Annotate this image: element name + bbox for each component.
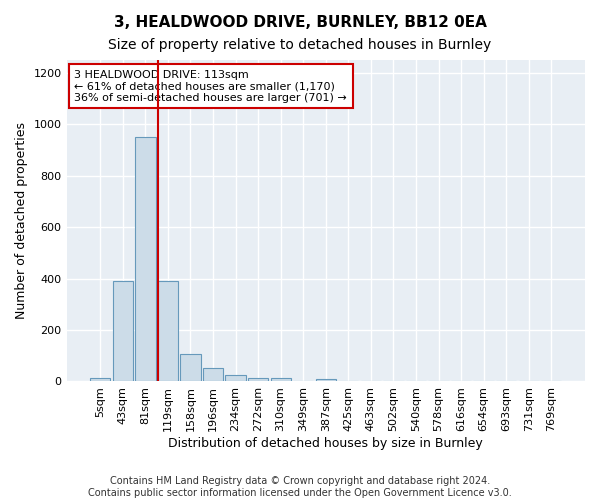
Text: Size of property relative to detached houses in Burnley: Size of property relative to detached ho… [109, 38, 491, 52]
X-axis label: Distribution of detached houses by size in Burnley: Distribution of detached houses by size … [169, 437, 483, 450]
Bar [316, 379, 336, 382]
Bar [248, 378, 268, 382]
Bar [113, 281, 133, 382]
Bar [226, 375, 246, 382]
Text: Contains HM Land Registry data © Crown copyright and database right 2024.
Contai: Contains HM Land Registry data © Crown c… [88, 476, 512, 498]
Bar [90, 378, 110, 382]
Bar [181, 354, 200, 382]
Text: 3 HEALDWOOD DRIVE: 113sqm
← 61% of detached houses are smaller (1,170)
36% of se: 3 HEALDWOOD DRIVE: 113sqm ← 61% of detac… [74, 70, 347, 103]
Text: 3, HEALDWOOD DRIVE, BURNLEY, BB12 0EA: 3, HEALDWOOD DRIVE, BURNLEY, BB12 0EA [113, 15, 487, 30]
Bar [158, 281, 178, 382]
Bar [203, 368, 223, 382]
Bar [271, 378, 291, 382]
Bar [135, 137, 155, 382]
Y-axis label: Number of detached properties: Number of detached properties [15, 122, 28, 319]
